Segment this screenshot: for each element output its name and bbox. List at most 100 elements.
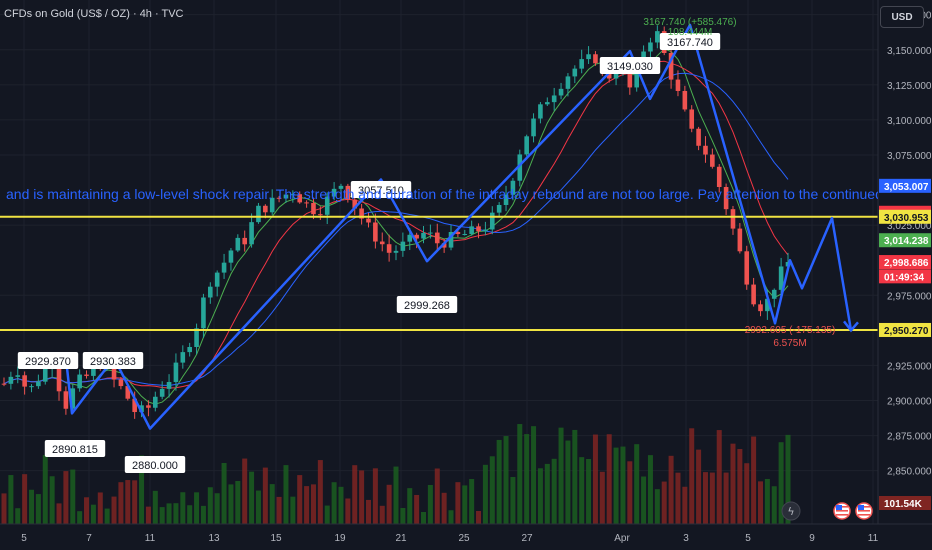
volume-bar [166,503,172,524]
candle-body [352,199,358,209]
volume-bar [537,468,543,524]
volume-bar [771,486,777,524]
volume-bar [49,476,55,524]
x-tick-label: 27 [521,533,533,544]
x-tick-label: 11 [145,533,156,544]
x-tick-label: 3 [683,533,689,544]
price-tag-text: 3,014.238 [884,236,929,247]
candle-body [751,284,756,305]
candle-body [63,391,69,409]
volume-bar [242,458,248,524]
volume-bar [510,476,516,524]
candle-body [338,185,344,189]
volume-bar [111,496,117,524]
volume-bar [620,446,626,524]
candle-body [586,54,591,60]
x-tick-label: 21 [395,533,407,544]
candle-body [77,374,82,389]
currency-button[interactable]: USD [880,6,924,28]
volume-bar [448,510,454,524]
chart-annotation: 3167.740 (+585.476) [643,17,736,28]
candle-body [441,243,447,248]
volume-bar [77,511,83,524]
y-tick-label: 2,900.000 [887,397,932,408]
candle-body [400,241,406,251]
price-tag-box [879,209,931,224]
candle-body [531,118,536,137]
volume-bar [661,481,667,524]
candle-body [221,262,227,273]
volume-bar [730,443,736,524]
volume-bar [63,471,69,524]
volume-bar [558,427,564,524]
candle-body [152,396,158,408]
candle-body [8,376,14,384]
price-tag-text: 01:49:34 [884,272,924,283]
candle-body [15,375,21,377]
candle-body [331,188,337,197]
x-tick-label: 7 [86,533,92,544]
candle-body [180,352,186,363]
volume-bar [744,463,750,524]
candle-body [187,346,192,353]
volume-bar [606,434,612,524]
volume-bar [200,505,206,524]
candle-body [166,382,172,389]
y-tick-label: 2,875.000 [887,432,932,443]
candle-body [318,214,323,216]
volume-bar [104,508,110,524]
y-tick-label: 3,075.000 [887,151,932,162]
chart-annotation: 108.444M [668,27,712,38]
volume-bar [702,472,708,524]
candle-body [544,102,550,105]
volume-bar [386,484,392,524]
y-tick-label: 3,150.000 [887,46,932,57]
volume-bar [269,484,275,524]
candle-body [455,232,461,235]
volume-bar [723,472,729,524]
candle-body [159,388,165,397]
volume-bar [379,505,385,524]
candle-body [146,405,151,408]
volume-bar [214,493,220,524]
x-tick-label: 11 [868,533,879,544]
volume-bar [310,484,316,524]
candle-body [214,272,220,287]
volume-bar [634,444,640,524]
volume-bar [462,485,468,524]
us-flag-icon[interactable] [855,502,873,520]
volume-bar [35,494,41,524]
volume-bar [56,503,62,524]
symbol-title: CFDs on Gold (US$ / OZ) · 4h · TVC [4,8,184,20]
candle-body [696,128,701,146]
candle-body [393,250,399,253]
candle-body [132,398,137,413]
volume-bar [393,466,399,524]
candle-body [668,53,674,80]
x-tick-label: 5 [745,533,751,544]
us-flag-icon[interactable] [833,502,851,520]
candle-body [373,222,378,242]
y-tick-label: 2,850.000 [887,467,932,478]
volume-bar [668,455,674,524]
volume-bar [345,498,351,524]
chart-annotation: 6.575M [773,338,806,349]
swing-label-text: 2890.815 [52,444,98,456]
candle-body [476,226,481,232]
volume-bar [42,455,48,524]
volume-bar [8,475,14,524]
candle-body [710,154,715,167]
candle-body [379,241,385,245]
x-tick-label: 9 [809,533,815,544]
volume-bar [359,470,365,524]
volume-bar [84,497,90,524]
candle-body [579,59,584,69]
swing-label-text: 2930.383 [90,356,136,368]
volume-tag-box [879,496,931,510]
candle-body [297,194,303,203]
x-tick-label: Apr [614,533,630,544]
candle-body [737,228,743,252]
swing-label-box [17,352,79,369]
lightning-icon[interactable] [781,501,801,521]
